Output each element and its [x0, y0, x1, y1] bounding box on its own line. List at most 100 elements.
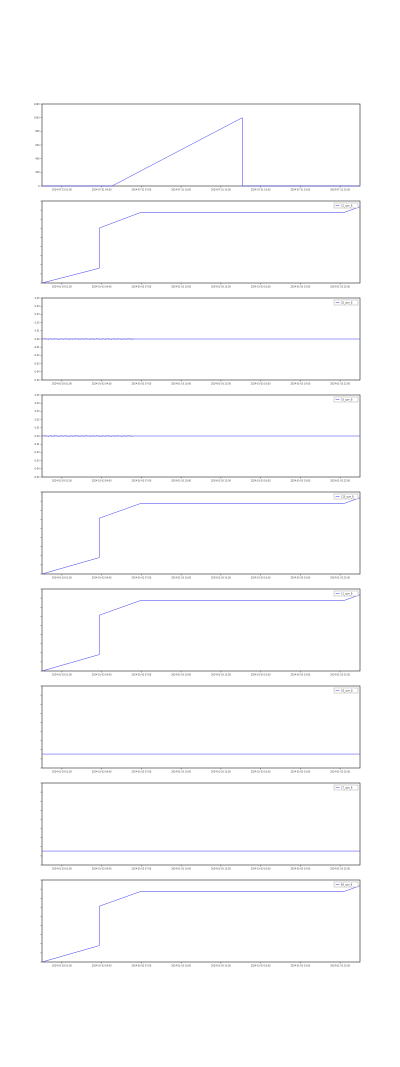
series-marker: [94, 435, 96, 437]
legend-label: C8_cpm_B: [341, 301, 353, 304]
series-marker: [72, 338, 73, 340]
x-tick-label: 2024-07-31 07:00: [132, 189, 152, 192]
series-marker: [105, 435, 106, 437]
plot-frame: [41, 491, 361, 575]
series-marker: [103, 338, 105, 340]
x-tick-label: 2024-01-03 22:00: [330, 674, 350, 677]
series-marker: [63, 338, 64, 340]
series-marker: [102, 338, 103, 340]
y-tick-label: 0.01: [35, 330, 40, 333]
series-marker: [51, 338, 52, 340]
series-marker: [60, 338, 61, 340]
x-tick-label: 2024-01-03 10:00: [171, 577, 191, 580]
series-marker: [46, 338, 48, 340]
x-tick-label: 2024-01-03 16:00: [251, 577, 271, 580]
series-marker: [72, 435, 73, 437]
series-marker: [121, 436, 123, 437]
x-tick-label: 2024-01-03 01:00: [52, 771, 72, 774]
x-tick-label: 2024-01-03 16:00: [251, 868, 271, 871]
series-marker: [49, 338, 51, 340]
x-tick-label: 2024-01-03 16:00: [251, 674, 271, 677]
series-marker: [75, 338, 76, 339]
plot-frame: [41, 685, 361, 769]
series-marker: [88, 338, 90, 340]
y-tick-label: -0.04: [34, 371, 40, 374]
x-tick-label: 2024-07-31 16:00: [251, 189, 271, 192]
series-marker: [61, 435, 63, 437]
y-tick-label: 400: [35, 157, 40, 160]
series-marker: [114, 435, 115, 437]
x-tick-label: 2024-01-03 13:00: [211, 286, 231, 289]
legend-label: C2_cpm_B: [341, 204, 353, 207]
series-marker: [43, 338, 45, 339]
x-tick-label: 2024-01-03 01:00: [52, 286, 72, 289]
x-tick-label: 2024-01-03 22:00: [330, 480, 350, 483]
series-marker: [126, 338, 127, 340]
legend-label: C1_cpm_B: [341, 592, 353, 595]
y-tick-label: 800: [35, 130, 40, 133]
series-marker: [48, 436, 49, 437]
legend-label: C9_cpm_B: [341, 398, 353, 401]
series-marker: [103, 435, 105, 437]
x-tick-label: 2024-01-03 22:00: [330, 577, 350, 580]
series-marker: [123, 435, 124, 437]
x-tick-label: 2024-01-03 19:00: [291, 577, 311, 580]
series-marker: [82, 435, 84, 437]
series-marker: [63, 435, 64, 437]
series-marker: [58, 339, 60, 340]
y-tick-label: -0.02: [34, 354, 40, 357]
x-tick-label: 2024-01-03 22:00: [330, 286, 350, 289]
series-marker: [45, 338, 46, 340]
x-tick-label: 2024-01-03 10:00: [171, 286, 191, 289]
x-tick-label: 2024-01-03 04:00: [92, 674, 112, 677]
x-tick-label: 2024-01-03 22:00: [330, 965, 350, 968]
x-tick-label: 2024-01-03 01:00: [52, 868, 72, 871]
series-marker: [87, 338, 88, 340]
series-marker: [120, 338, 121, 340]
series-marker: [99, 338, 100, 340]
series-marker: [61, 338, 63, 340]
x-tick-label: 2024-01-03 22:00: [330, 383, 350, 386]
subplot-1: 0 200 400 600 800 1000 1200 2024-07-31 01:00 202…: [34, 103, 361, 192]
series-marker: [115, 338, 117, 340]
legend-box: [333, 784, 359, 791]
series-marker: [123, 338, 124, 340]
series-marker: [93, 435, 94, 437]
x-tick-label: 2024-01-03 07:00: [132, 577, 152, 580]
series-marker: [54, 435, 55, 436]
series-marker: [117, 338, 118, 339]
legend-box: [333, 202, 359, 209]
x-tick-label: 2024-07-31 01:00: [52, 189, 72, 192]
series-marker: [85, 338, 87, 339]
x-tick-label: 2024-01-03 01:00: [52, 383, 72, 386]
y-tick-label: 0.04: [35, 402, 40, 405]
x-tick-label: 2024-07-31 13:00: [211, 189, 231, 192]
series-marker: [132, 436, 133, 437]
y-tick-label: -0.05: [34, 379, 40, 382]
plot-frame: [41, 782, 361, 866]
x-tick-label: 2024-07-31 19:00: [291, 189, 311, 192]
x-tick-label: 2024-01-03 04:00: [92, 771, 112, 774]
series-marker: [79, 436, 81, 437]
series-marker: [57, 435, 58, 437]
series-marker: [100, 339, 102, 340]
series-marker: [88, 435, 90, 437]
series-marker: [129, 338, 130, 340]
x-tick-label: 2024-01-03 16:00: [251, 286, 271, 289]
legend-box: [333, 881, 359, 888]
series-marker: [108, 435, 109, 437]
legend-label: C10_cpm_B: [341, 495, 354, 498]
series-marker: [91, 338, 93, 340]
series-marker: [81, 435, 82, 437]
series-marker: [114, 338, 115, 340]
subplot-6: 2024-01-03 01:00 2024-01-03 04:00 2024-01-…: [40, 588, 361, 677]
series-marker: [81, 338, 82, 340]
series-marker: [112, 338, 114, 340]
series-marker: [102, 435, 103, 437]
x-tick-label: 2024-01-03 13:00: [211, 771, 231, 774]
y-tick-label: -0.01: [34, 443, 40, 446]
subplot-3: -0.05 -0.04 -0.03 -0.02 -0.01 0.00 0.01 0.02 0.0…: [34, 297, 361, 386]
series-marker: [64, 435, 66, 436]
series-marker: [130, 338, 132, 340]
y-tick-label: 0.02: [35, 321, 40, 324]
